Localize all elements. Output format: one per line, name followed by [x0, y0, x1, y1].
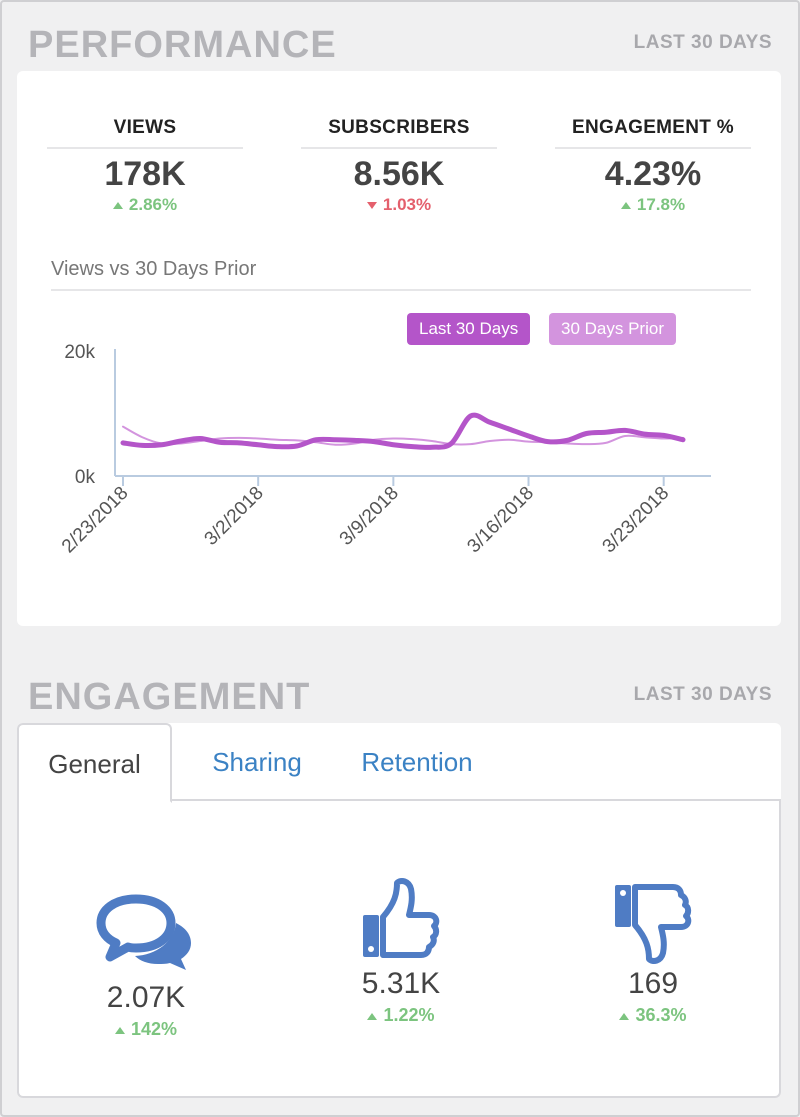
general-tab-panel: 2.07K 142% 5.31K 1.22% 169 36.3% [17, 801, 781, 1098]
dislikes-count: 169 [627, 967, 679, 1000]
performance-card: VIEWS 178K 2.86% SUBSCRIBERS 8.56K 1.03%… [17, 71, 781, 626]
metric-comments: 2.07K 142% [46, 893, 246, 1040]
kpi-subscribers: SUBSCRIBERS 8.56K 1.03% [301, 117, 497, 215]
arrow-up-icon [367, 1012, 378, 1020]
series-line-last-30-days[interactable] [120, 412, 686, 450]
kpi-change: 2.86% [47, 195, 243, 215]
x-tick-label: 2/23/2018 [58, 483, 133, 558]
tab-sharing[interactable]: Sharing [212, 747, 302, 777]
performance-range[interactable]: LAST 30 DAYS [633, 32, 772, 53]
performance-header: PERFORMANCE LAST 30 DAYS [28, 24, 772, 74]
arrow-up-icon [114, 1026, 125, 1034]
arrow-up-icon [619, 1012, 630, 1020]
y-tick-label: 20k [64, 342, 95, 363]
tab-general[interactable]: General [17, 723, 172, 803]
tab-retention[interactable]: Retention [361, 747, 473, 777]
x-tick-label: 3/23/2018 [599, 483, 674, 558]
likes-change-value: 1.22% [383, 1005, 435, 1025]
kpi-label: SUBSCRIBERS [301, 117, 497, 149]
legend-last-30-days[interactable]: Last 30 Days [407, 313, 531, 345]
kpi-change: 17.8% [555, 195, 751, 215]
arrow-up-icon [620, 202, 631, 210]
engagement-header: ENGAGEMENT LAST 30 DAYS [28, 676, 772, 726]
x-tick-label: 3/2/2018 [201, 483, 268, 550]
thumbs-up-icon [363, 878, 440, 958]
chart-title: Views vs 30 Days Prior [51, 258, 751, 291]
engagement-tabs [17, 723, 781, 801]
kpi-value: 178K [104, 155, 186, 193]
series-line-30-days-prior[interactable] [122, 425, 684, 446]
metric-likes: 5.31K 1.22% [301, 877, 501, 1026]
engagement-title: ENGAGEMENT [28, 676, 311, 718]
performance-title: PERFORMANCE [28, 24, 337, 66]
kpi-change-value: 1.03% [382, 195, 432, 214]
arrow-down-icon [366, 202, 377, 210]
kpi-engagement: ENGAGEMENT % 4.23% 17.8% [555, 117, 751, 215]
kpi-label: VIEWS [47, 117, 243, 149]
kpi-value: 8.56K [353, 155, 445, 193]
metric-dislikes: 169 36.3% [553, 881, 753, 1026]
kpi-views: VIEWS 178K 2.86% [47, 117, 243, 215]
likes-count: 5.31K [361, 967, 441, 1000]
kpi-change: 1.03% [301, 195, 497, 215]
dislikes-change: 36.3% [553, 1005, 753, 1026]
y-tick-label: 0k [75, 467, 96, 488]
legend-30-days-prior[interactable]: 30 Days Prior [549, 313, 676, 345]
arrow-up-icon [112, 202, 123, 210]
kpi-label: ENGAGEMENT % [555, 117, 751, 149]
likes-change: 1.22% [301, 1005, 501, 1026]
engagement-card: General Sharing Retention 2.07K 142% 5.3… [17, 723, 781, 1098]
thumbs-down-icon [615, 884, 692, 964]
dislikes-change-value: 36.3% [635, 1005, 687, 1025]
engagement-range[interactable]: LAST 30 DAYS [633, 684, 772, 705]
x-tick-label: 3/9/2018 [336, 483, 403, 550]
kpi-value: 4.23% [604, 155, 702, 193]
comments-icon [96, 894, 191, 970]
kpi-change-value: 2.86% [128, 195, 178, 214]
comments-change-value: 142% [130, 1019, 178, 1039]
comments-change: 142% [46, 1019, 246, 1040]
x-tick-label: 3/16/2018 [463, 483, 538, 558]
comments-count: 2.07K [106, 981, 186, 1014]
kpi-change-value: 17.8% [636, 195, 686, 214]
views-line-chart: 0k 20k 2/23/2018 3/2/2018 3/9/2018 3/16/2018 3… [58, 342, 711, 558]
